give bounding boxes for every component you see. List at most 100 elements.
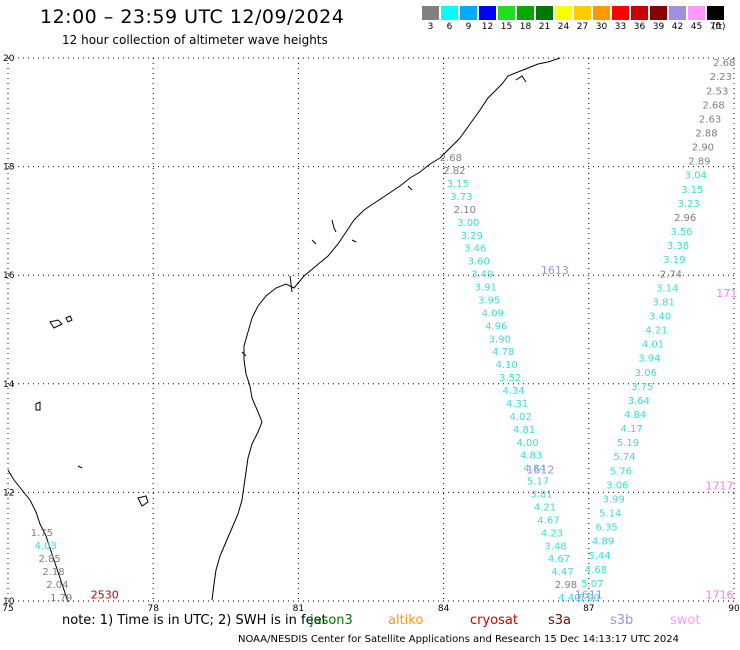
wave-height-value: 2.68: [702, 100, 724, 111]
wave-height-value: 4.84: [624, 410, 646, 421]
wave-height-value: 2.04: [46, 580, 68, 591]
credit-line: NOAA/NESDIS Center for Satellite Applica…: [238, 634, 680, 645]
wave-height-value: 4.47: [551, 567, 573, 578]
wave-height-value: 4.00: [516, 438, 538, 449]
legend-swatch: [593, 6, 610, 20]
lat-tick-label: 12: [3, 488, 14, 498]
legend-label: 3: [427, 22, 434, 32]
lon-tick-label: 84: [438, 604, 450, 614]
pass-id-label: 2530: [91, 588, 119, 601]
coastline: [7, 57, 561, 603]
wave-height-value: 3.29: [461, 231, 483, 242]
pass-id-label: 1612: [526, 463, 554, 476]
wave-height-value: 5.00: [578, 593, 600, 604]
wave-height-value: 4.89: [592, 537, 614, 548]
wave-height-value: 4.09: [482, 308, 504, 319]
legend-unit: (ft): [712, 22, 726, 32]
lon-tick-label: 78: [147, 604, 159, 614]
lat-tick-label: 18: [3, 163, 15, 173]
wave-height-value: 3.23: [678, 199, 700, 210]
wave-height-value: 6.35: [595, 523, 617, 534]
legend-label: 18: [519, 22, 532, 32]
wave-height-value: 4.17: [620, 424, 642, 435]
wave-height-value: 3.90: [489, 334, 511, 345]
wave-height-value: 2.88: [695, 129, 717, 140]
pass-id-label: 1611: [575, 588, 603, 601]
wave-height-value: 2.90: [692, 143, 714, 154]
wave-height-value: 4.68: [585, 565, 607, 576]
track-a: 2.68 2.82 3.15 3.73 2.10 3.00 3.29 3.46 3.60 3.49…: [440, 153, 581, 604]
legend-swatch: [631, 6, 648, 20]
wave-height-value: 3.95: [478, 295, 500, 306]
wave-height-value: 4.31: [506, 399, 528, 410]
wave-height-value: 3.15: [447, 179, 469, 190]
wave-height-value: 3.14: [656, 283, 678, 294]
wave-height-value: 4.21: [534, 502, 556, 513]
legend-swatch: [574, 6, 591, 20]
wave-height-value: 5.14: [599, 509, 621, 520]
legend-label: 45: [690, 22, 703, 32]
legend-swatch: [612, 6, 629, 20]
track-c: 1.75 4.03 2.85 2.18 2.04 1.79: [31, 528, 73, 604]
map-title: 12:00 – 23:59 UTC 12/09/2024: [40, 6, 345, 28]
wave-height-legend: 3 6 9 12 15 18 21 24 27 30 33 36 39 42 45 70: [422, 6, 728, 36]
note-text: note: 1) Time is in UTC; 2) SWH is in fe…: [62, 613, 327, 628]
wave-height-value: 3.48: [544, 541, 566, 552]
legend-swatch: [650, 6, 667, 20]
wave-height-value: 4.67: [548, 554, 570, 565]
wave-height-value: 5.17: [527, 477, 549, 488]
axis-labels: 75 78 81 84 87 90 20 18 16 14 12 10: [2, 54, 740, 614]
wave-height-value: 4.01: [642, 340, 664, 351]
wave-height-value: 3.99: [603, 494, 625, 505]
legend-label: 36: [633, 22, 646, 32]
wave-height-value: 1.79: [50, 593, 72, 604]
wave-height-value: 2.96: [674, 213, 696, 224]
legend-label: 12: [481, 22, 494, 32]
map-subtitle: 12 hour collection of altimeter wave hei…: [62, 33, 328, 47]
legend-label: 33: [614, 22, 627, 32]
legend-swatch: [517, 6, 534, 20]
legend-swatch: [555, 6, 572, 20]
lon-tick-label: 75: [2, 604, 13, 614]
wave-height-value: 2.68: [440, 153, 462, 164]
lat-tick-label: 10: [3, 597, 15, 607]
wave-height-value: 4.84: [523, 464, 545, 475]
satellite-legend-jason3: jason3: [310, 613, 353, 628]
wave-height-value: 4.21: [645, 326, 667, 337]
wave-height-value: 3.94: [638, 354, 660, 365]
legend-swatch: [707, 6, 724, 20]
wave-height-value: 2.85: [38, 554, 60, 565]
wave-height-value: 3.06: [635, 368, 657, 379]
lat-tick-label: 16: [3, 271, 15, 281]
wave-height-value: 4.96: [485, 321, 507, 332]
legend-label: 15: [500, 22, 513, 32]
wave-height-value: 3.00: [457, 218, 479, 229]
wave-height-value: 2.98: [555, 580, 577, 591]
wave-height-value: 3.49: [471, 270, 493, 281]
satellite-legend-altiko: altiko: [388, 613, 424, 628]
wave-height-value: 2.68: [713, 58, 735, 69]
legend-swatch: [688, 6, 705, 20]
lon-tick-label: 90: [728, 604, 740, 614]
satellite-legend-s3b: s3b: [610, 613, 634, 628]
wave-height-value: 4.23: [541, 528, 563, 539]
wave-height-value: 4.83: [520, 451, 542, 462]
wave-height-value: 3.46: [464, 244, 486, 255]
wave-height-value: 5.44: [588, 551, 610, 562]
wave-height-value: 4.10: [496, 360, 518, 371]
wave-height-value: 4.40: [558, 593, 580, 604]
wave-height-value: 3.64: [628, 396, 650, 407]
wave-height-value: 3.38: [667, 241, 689, 252]
lon-tick-label: 81: [293, 604, 304, 614]
wave-height-value: 4.03: [35, 541, 57, 552]
wave-height-value: 5.74: [613, 452, 635, 463]
wave-height-value: 2.89: [688, 157, 710, 168]
wave-height-value: 4.67: [537, 515, 559, 526]
wave-height-value: 2.63: [699, 114, 721, 125]
legend-label: 9: [465, 22, 472, 32]
wave-height-value: 2.18: [42, 567, 64, 578]
legend-label: 6: [446, 22, 453, 32]
wave-height-value: 2.74: [660, 269, 682, 280]
wave-height-value: 2.23: [710, 72, 732, 83]
